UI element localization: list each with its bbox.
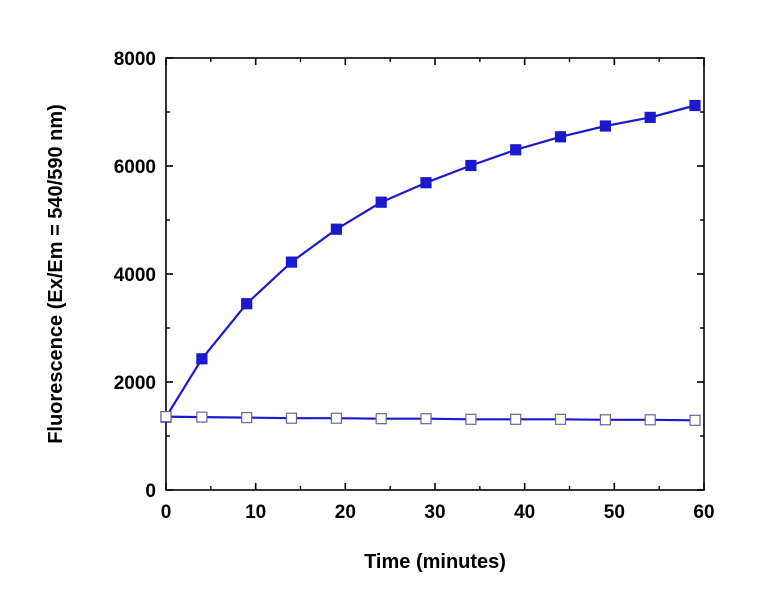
x-tick-label: 60 (693, 502, 714, 523)
y-tick-label: 8000 (114, 49, 156, 70)
data-point-open-square (644, 414, 656, 426)
x-tick-label: 30 (424, 502, 445, 523)
data-point-filled-square (285, 256, 298, 268)
y-tick-label: 4000 (114, 265, 156, 286)
data-point-open-square (599, 414, 612, 426)
data-point-open-square (375, 413, 387, 425)
y-axis-ticks: 0 2000 4000 6000 8000 (114, 49, 704, 502)
x-tick-label: 50 (604, 502, 625, 523)
x-axis-title: Time (minutes) (364, 551, 506, 573)
data-point-filled-square (241, 298, 253, 310)
data-point-filled-square (599, 120, 612, 132)
data-point-open-square (465, 413, 477, 425)
x-tick-label: 40 (514, 502, 535, 523)
data-point-filled-square (375, 196, 387, 208)
y-tick-label: 6000 (114, 157, 156, 178)
y-axis-title: Fluorescence (Ex/Em = 540/590 nm) (45, 104, 67, 444)
data-point-open-square (554, 413, 567, 425)
x-axis-ticks: 0 10 20 30 40 50 60 (161, 58, 715, 523)
data-point-filled-square (196, 353, 208, 365)
series-layer (160, 99, 701, 426)
data-point-open-square (510, 413, 522, 425)
data-point-open-square (160, 411, 172, 423)
x-tick-label: 10 (245, 502, 266, 523)
data-point-filled-square (689, 99, 701, 112)
data-point-filled-square (554, 131, 567, 143)
y-tick-label: 2000 (114, 373, 156, 394)
data-point-open-square (330, 412, 342, 424)
data-point-open-square (689, 414, 701, 426)
series-line-1 (165, 104, 696, 418)
data-point-open-square (241, 412, 253, 424)
y-tick-label: 0 (145, 481, 156, 502)
x-tick-label: 20 (335, 502, 356, 523)
data-point-filled-square (420, 177, 432, 189)
data-point-filled-square (465, 159, 477, 172)
data-point-open-square (285, 412, 298, 424)
data-point-filled-square (330, 223, 342, 235)
x-tick-label: 0 (161, 502, 172, 523)
data-point-open-square (196, 411, 208, 423)
data-point-open-square (420, 413, 432, 425)
data-point-filled-square (510, 144, 522, 156)
data-point-filled-square (644, 111, 656, 124)
